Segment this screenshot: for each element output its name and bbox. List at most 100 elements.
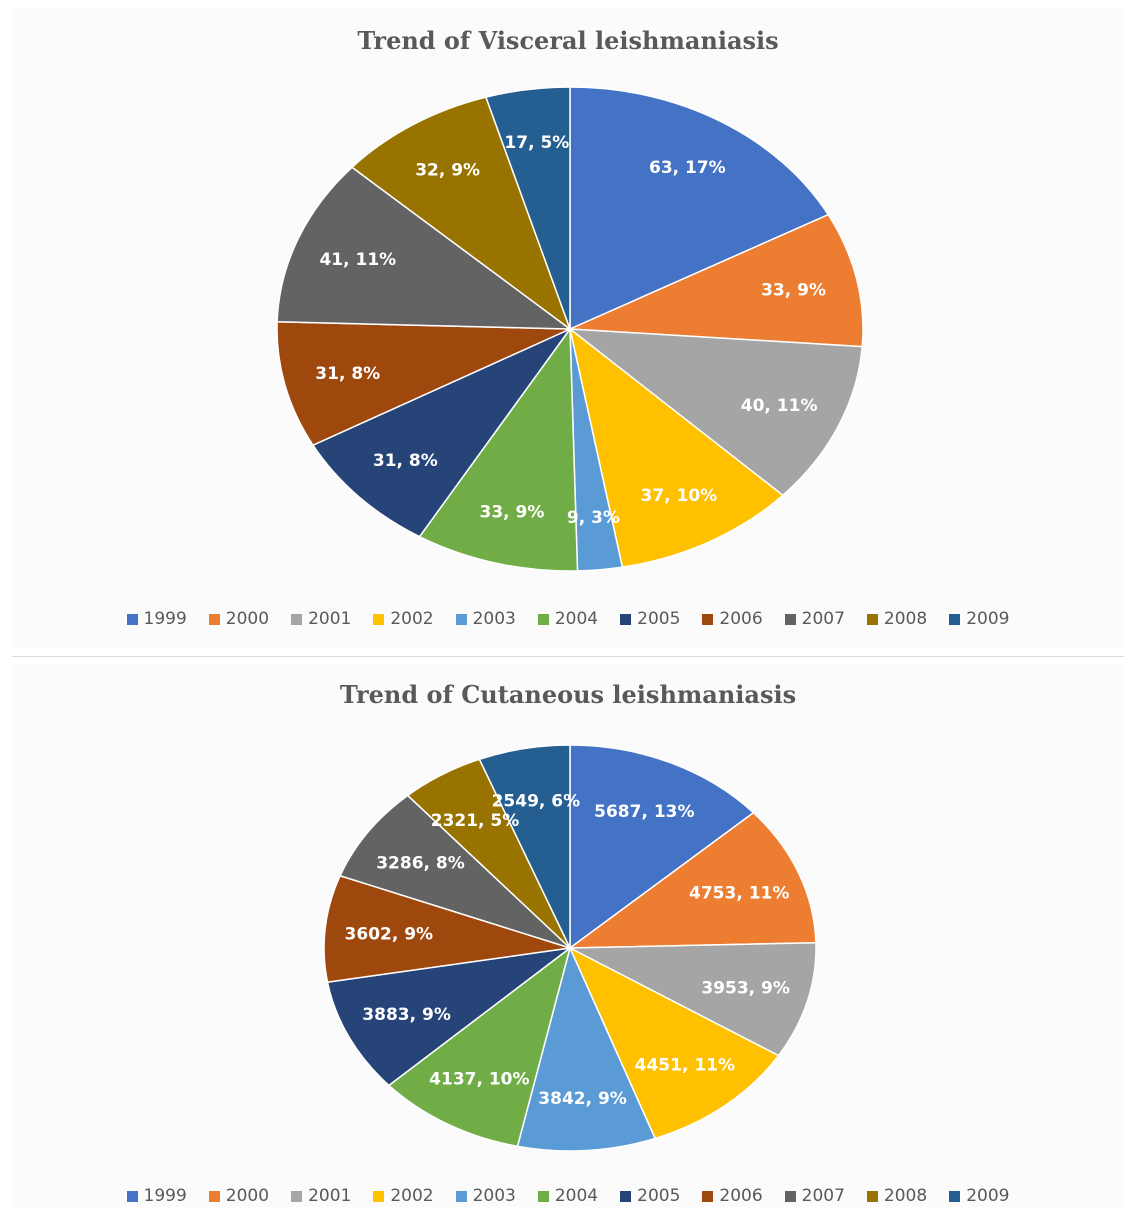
legend-swatch [291,1190,303,1202]
pie-slice-2008 [350,96,572,332]
legend-label: 2003 [472,1186,516,1206]
chart-title: Trend of Visceral leishmaniasis [357,26,779,55]
legend-label: 2000 [225,1186,270,1206]
data-label-2008: 2321, 5% [431,811,520,831]
pie-slice-2002 [568,327,785,568]
data-label-2009: 2549, 6% [492,791,581,811]
pie-slice-2005 [326,946,573,1087]
pie-slice-2007 [339,794,571,949]
pie-slice-2000 [567,811,817,949]
data-label-2005: 3883, 9% [362,1005,451,1025]
legend-item-2008: 2008 [866,1186,928,1206]
pie-slice-2001 [569,941,817,1057]
data-label-2000: 33, 9% [761,281,826,301]
pie-slice-2004 [387,946,572,1148]
pie-slice-2004 [418,326,579,572]
legend-item-2006: 2006 [702,609,763,629]
legend-swatch [373,613,385,625]
data-label-2006: 31, 8% [315,364,380,384]
legend-label: 2001 [308,609,352,629]
pie-slice-2000 [569,213,864,348]
data-label-1999: 63, 17% [649,158,726,178]
legend-label: 2005 [637,1186,681,1206]
data-label-2004: 4137, 10% [429,1069,529,1089]
pie-slice-1999 [569,86,830,331]
pie-slice-2006 [323,874,571,983]
legend-swatch [208,1190,220,1202]
chart-title: Trend of Cutaneous leishmaniasis [339,680,797,709]
data-label-1999: 5687, 13% [594,802,694,822]
legend-label: 2006 [719,609,763,629]
legend-swatch [620,1190,632,1202]
legend-item-2008: 2008 [866,609,928,629]
legend-item-2005: 2005 [620,1186,680,1206]
visceral-pie-chart: 63, 17% 33, 9% 40, 11% 37, 10% 9, 3% 33, 9% 31… [276,86,864,572]
legend-item-2003: 2003 [455,1186,516,1206]
legend-label: 2000 [225,609,270,629]
legend: 1999 2000 2001 2002 2003 2004 2005 2006 2007 2008… [12,1186,1124,1206]
legend-swatch [373,1190,385,1202]
legend-label: 2004 [554,1186,599,1206]
data-label-2007: 3286, 8% [376,853,465,873]
legend: 1999 2000 2001 2002 2003 2004 2005 2006 2007 2008… [12,609,1124,629]
legend-item-1999: 1999 [126,1186,187,1206]
legend-label: 2002 [390,1186,434,1206]
legend-item-2000: 2000 [208,609,270,629]
data-label-2002: 4451, 11% [635,1056,735,1076]
legend-item-1999: 1999 [126,609,187,629]
pie-slice-2002 [568,946,780,1140]
legend-label: 2005 [637,609,681,629]
legend-label: 2003 [472,609,516,629]
legend-label: 2007 [801,1186,845,1206]
legend-swatch [208,613,220,625]
legend-label: 2008 [883,609,928,629]
pie-slice-2009 [484,86,571,330]
legend-label: 2008 [883,1186,928,1206]
cutaneous-chart-panel: Trend of Cutaneous leishmaniasis 5687, 1… [12,664,1124,1207]
pie-slice-2001 [567,328,864,497]
data-label-2005: 31, 8% [373,451,438,471]
legend-swatch [455,613,467,625]
legend-item-2000: 2000 [208,1186,270,1206]
legend-swatch [784,1190,796,1202]
data-label-2003: 3842, 9% [538,1089,627,1109]
legend-swatch [784,613,796,625]
legend-item-2005: 2005 [620,609,680,629]
legend-swatch [455,1190,467,1202]
data-label-2006: 3602, 9% [345,924,434,944]
legend-swatch [702,1190,714,1202]
pie-slice-2005 [311,327,573,538]
legend-label: 2001 [308,1186,352,1206]
legend-swatch [291,613,303,625]
legend-label: 1999 [143,1186,187,1206]
legend-swatch [866,613,878,625]
legend-label: 2004 [554,609,599,629]
legend-item-2009: 2009 [949,609,1009,629]
legend-item-2002: 2002 [373,1186,434,1206]
legend-item-2009: 2009 [949,1186,1009,1206]
legend-swatch [866,1190,878,1202]
pie-slice-1999 [569,744,755,950]
legend-item-2007: 2007 [784,1186,845,1206]
legend-item-2006: 2006 [702,1186,763,1206]
legend-label: 2009 [966,1186,1010,1206]
pie-slice-2007 [276,166,573,330]
legend-item-2004: 2004 [537,1186,599,1206]
legend-item-2007: 2007 [784,609,845,629]
data-label-2001: 40, 11% [741,396,818,416]
legend-swatch [949,613,961,625]
data-label-2007: 41, 11% [319,250,396,270]
legend-item-2004: 2004 [537,609,599,629]
pie-slice-2003 [516,945,657,1152]
legend-label: 2002 [390,609,434,629]
divider [12,656,1124,657]
legend-label: 2006 [719,1186,763,1206]
legend-swatch [126,1190,138,1202]
pie-slice-2006 [276,320,571,447]
data-label-2008: 32, 9% [415,161,480,181]
data-label-2002: 37, 10% [640,486,717,506]
data-label-2000: 4753, 11% [689,884,789,904]
legend-item-2001: 2001 [291,1186,351,1206]
data-label-2003: 9, 3% [567,508,620,528]
data-label-2004: 33, 9% [479,503,544,523]
